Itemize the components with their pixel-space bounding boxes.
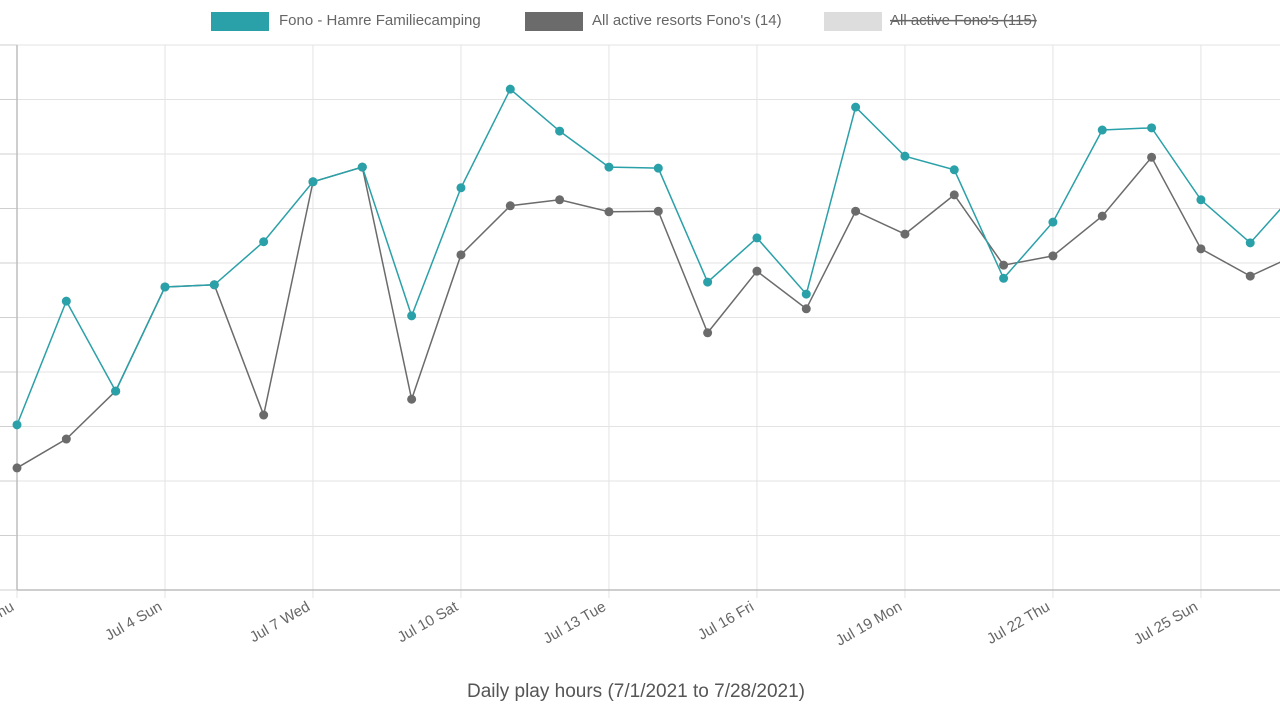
data-point — [1097, 125, 1107, 135]
data-point — [505, 84, 515, 94]
series-line — [16, 87, 1280, 426]
data-point — [12, 463, 22, 473]
data-point — [604, 207, 614, 217]
x-tick-label: Jul 16 Fri — [695, 598, 757, 644]
x-tick-label: Jul 22 Thu — [984, 598, 1053, 648]
data-point — [308, 177, 318, 187]
data-point — [1048, 217, 1058, 227]
data-point — [1245, 238, 1255, 248]
data-point — [259, 237, 269, 247]
legend-label[interactable]: Fono - Hamre Familiecamping — [279, 12, 481, 29]
x-tick-label: Jul 1 Thu — [0, 598, 17, 643]
data-point — [1196, 244, 1206, 254]
data-point — [949, 165, 959, 175]
data-point — [851, 206, 861, 216]
data-point — [160, 282, 170, 292]
data-point — [407, 394, 417, 404]
data-point — [851, 102, 861, 112]
data-point — [259, 410, 269, 420]
legend-swatch — [824, 12, 882, 31]
x-axis-title: Daily play hours (7/1/2021 to 7/28/2021) — [467, 681, 805, 702]
data-point — [801, 304, 811, 314]
data-point — [604, 162, 614, 172]
x-tick-label: Jul 4 Sun — [102, 598, 165, 644]
data-point — [555, 195, 565, 205]
data-point — [752, 233, 762, 243]
data-point — [456, 183, 466, 193]
data-point — [407, 311, 417, 321]
data-point — [456, 250, 466, 260]
data-point — [1196, 195, 1206, 205]
data-point — [1245, 271, 1255, 281]
data-point — [703, 328, 713, 338]
legend-swatch — [525, 12, 583, 31]
data-point — [752, 266, 762, 276]
data-point — [999, 260, 1009, 270]
legend-label[interactable]: All active Fono's (115) — [890, 12, 1037, 29]
data-point — [12, 420, 22, 430]
data-point — [111, 386, 121, 396]
data-point — [900, 229, 910, 239]
data-point — [900, 151, 910, 161]
x-tick-label: Jul 7 Wed — [247, 598, 313, 646]
x-tick-label: Jul 10 Sat — [395, 598, 462, 646]
data-point — [801, 289, 811, 299]
data-point — [1097, 211, 1107, 221]
data-point — [949, 190, 959, 200]
data-point — [505, 201, 515, 211]
data-point — [555, 126, 565, 136]
data-point — [703, 277, 713, 287]
series-line — [16, 155, 1280, 469]
data-point — [1048, 251, 1058, 261]
data-point — [357, 162, 367, 172]
legend-swatch — [211, 12, 269, 31]
data-point — [1147, 123, 1157, 133]
data-point — [61, 296, 71, 306]
data-point — [653, 206, 663, 216]
legend-label[interactable]: All active resorts Fono's (14) — [592, 12, 782, 29]
data-point — [653, 163, 663, 173]
data-point — [1147, 152, 1157, 162]
data-point — [209, 280, 219, 290]
data-point — [61, 434, 71, 444]
x-tick-label: Jul 25 Sun — [1131, 598, 1201, 648]
data-point — [999, 273, 1009, 283]
x-tick-label: Jul 13 Tue — [540, 598, 608, 647]
x-tick-label: Jul 19 Mon — [833, 598, 905, 649]
